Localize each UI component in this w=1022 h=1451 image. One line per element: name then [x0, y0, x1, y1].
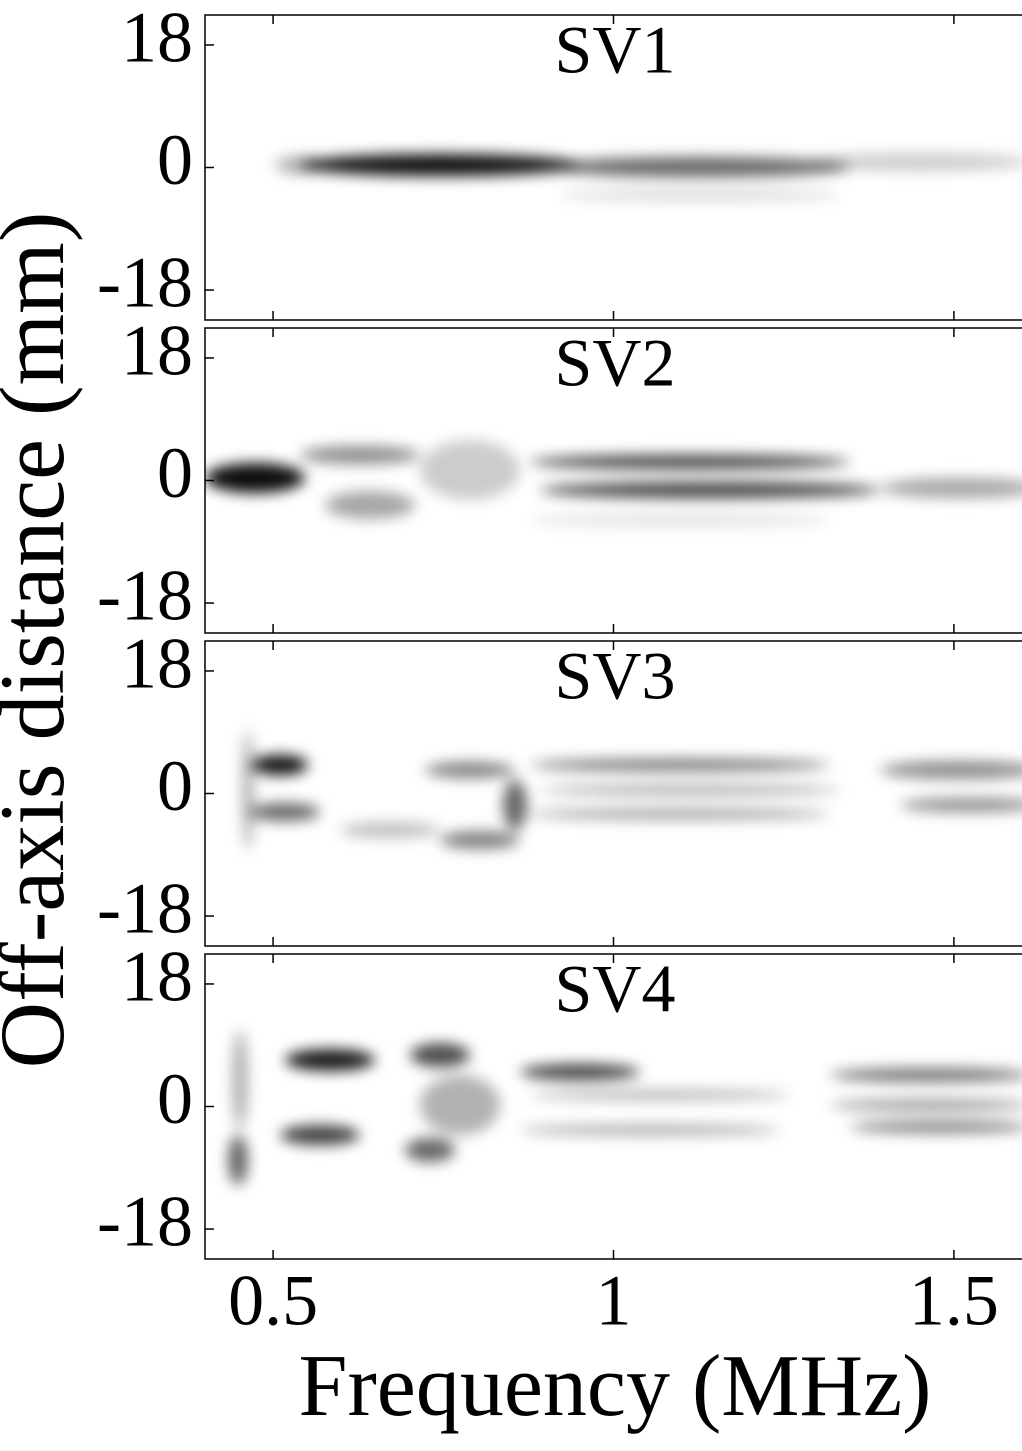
x-tick-label: 1	[596, 1261, 632, 1341]
y-tick-label: 18	[121, 310, 193, 390]
y-tick-label: 0	[157, 1059, 193, 1139]
heatmap-image	[228, 1030, 1022, 1185]
y-tick-label: -18	[97, 869, 193, 949]
y-tick-label: 18	[121, 936, 193, 1016]
heatmap-image	[242, 730, 1022, 850]
heatmap-image	[205, 440, 1022, 526]
x-tick-label: 0.5	[228, 1261, 318, 1341]
x-tick-label: 1.5	[909, 1261, 999, 1341]
panel-title: SV2	[555, 325, 676, 401]
y-tick-label: 18	[121, 623, 193, 703]
panel-title: SV1	[555, 12, 676, 88]
panel-title: SV4	[555, 951, 676, 1027]
y-tick-label: 18	[121, 0, 193, 77]
y-tick-label: 0	[157, 120, 193, 200]
y-tick-label: -18	[97, 556, 193, 636]
y-tick-label: -18	[97, 243, 193, 323]
y-tick-label: -18	[97, 1182, 193, 1262]
heatmap-image	[275, 153, 1022, 201]
y-tick-label: 0	[157, 433, 193, 513]
y-tick-label: 0	[157, 746, 193, 826]
y-axis-label: Off-axis distance (mm)	[0, 212, 83, 1069]
panel-title: SV3	[555, 638, 676, 714]
x-axis-label: Frequency (MHz)	[299, 1338, 932, 1435]
